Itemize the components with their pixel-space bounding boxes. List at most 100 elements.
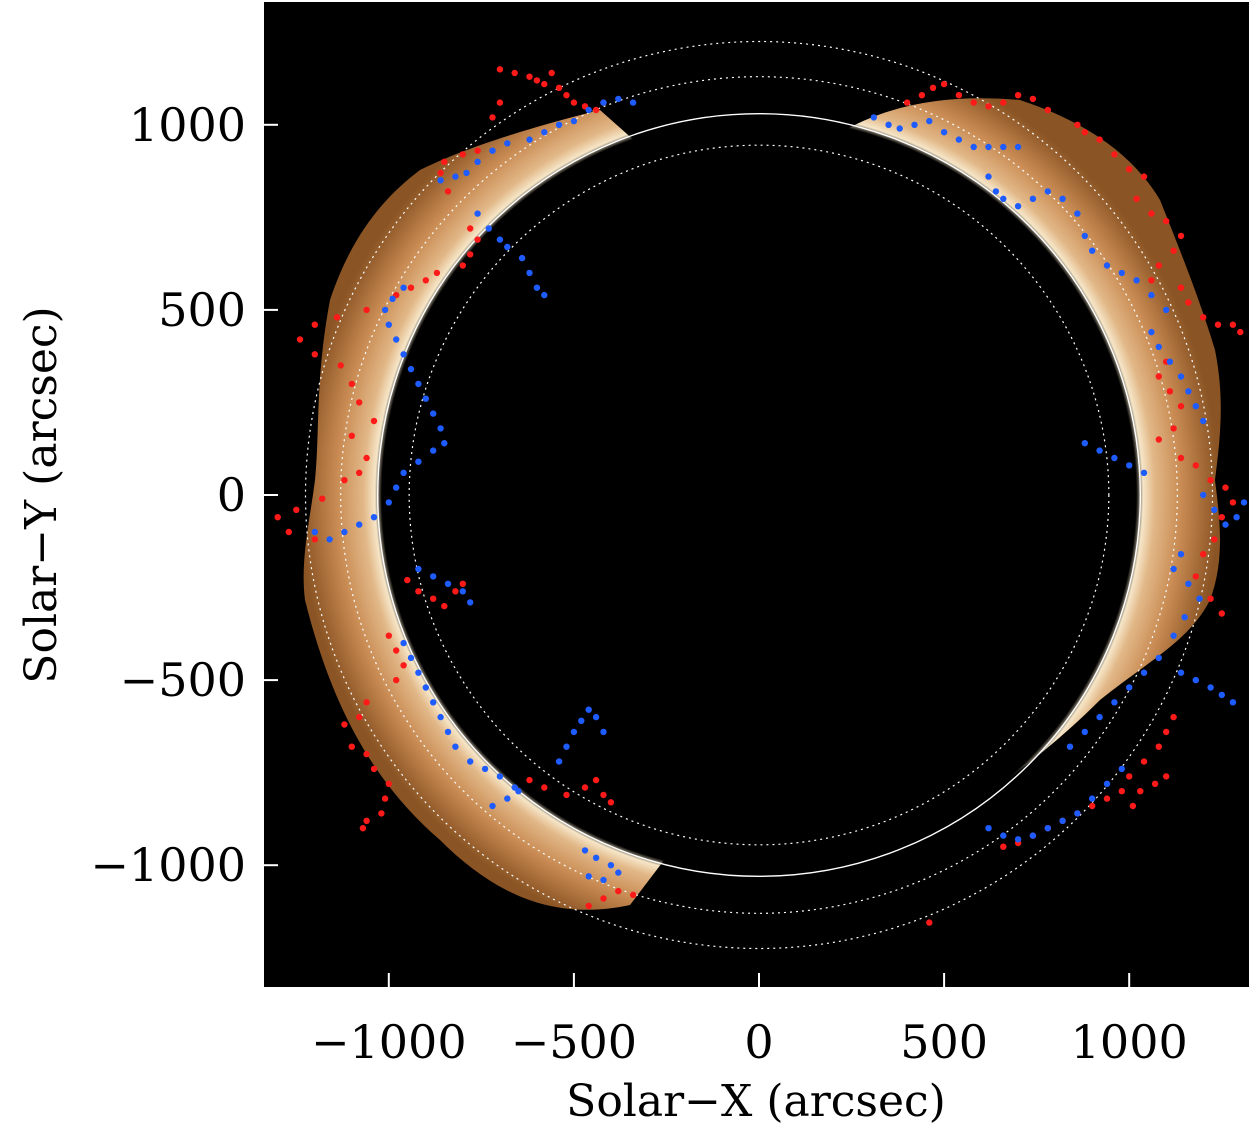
red-point [940, 80, 948, 88]
blue-point [1089, 795, 1096, 802]
y-tick-label: −500 [120, 653, 246, 707]
red-point [1163, 217, 1170, 225]
red-point [311, 321, 318, 328]
blue-point [607, 862, 615, 869]
blue-point [400, 469, 407, 476]
red-point [311, 351, 318, 358]
blue-point [1192, 403, 1200, 410]
blue-point [311, 528, 318, 536]
blue-point [444, 728, 452, 736]
blue-point [1140, 469, 1148, 476]
blue-point [1140, 669, 1148, 676]
red-point [433, 269, 441, 277]
blue-point [518, 254, 526, 262]
red-point [1229, 321, 1237, 328]
blue-point [1029, 195, 1037, 202]
blue-point [504, 795, 511, 802]
red-point [444, 188, 452, 195]
blue-point [326, 536, 333, 543]
blue-point [940, 129, 948, 136]
red-point [311, 536, 318, 543]
blue-point [1066, 743, 1074, 750]
blue-point [400, 284, 407, 291]
blue-point [1207, 684, 1214, 691]
red-point [370, 765, 378, 773]
blue-point [452, 743, 459, 750]
corona-arc-left [303, 110, 668, 910]
x-tick-label: −1000 [311, 1015, 467, 1069]
red-point [363, 454, 370, 462]
red-point [341, 721, 348, 728]
red-point [356, 469, 363, 476]
blue-point [1000, 832, 1007, 839]
red-point [1148, 277, 1155, 284]
red-point [415, 588, 422, 595]
red-point [615, 887, 622, 895]
blue-point [430, 573, 437, 580]
blue-point [1233, 514, 1240, 521]
blue-point [541, 291, 548, 299]
blue-point [441, 440, 448, 447]
blue-point [1103, 780, 1111, 787]
blue-point [526, 269, 533, 277]
blue-point [341, 528, 348, 536]
red-point [407, 284, 415, 291]
red-point [459, 580, 466, 587]
blue-point [407, 365, 415, 373]
blue-point [1148, 291, 1155, 299]
blue-point [437, 713, 444, 721]
red-point [533, 77, 541, 84]
blue-point [1074, 210, 1081, 217]
blue-point [970, 143, 977, 151]
red-point [955, 92, 963, 99]
red-point [474, 147, 481, 154]
blue-point [1148, 328, 1155, 336]
blue-point [430, 447, 437, 454]
red-point [341, 477, 348, 484]
red-point [467, 225, 474, 232]
red-point [1207, 595, 1214, 602]
red-point [1081, 129, 1089, 136]
blue-point [415, 458, 422, 465]
blue-point [600, 99, 607, 106]
red-point [400, 662, 407, 669]
red-point [1200, 551, 1207, 558]
red-point [319, 495, 326, 502]
reference-circle-1 [408, 144, 1110, 846]
red-point [592, 776, 600, 784]
blue-point [570, 117, 578, 125]
blue-point [467, 758, 474, 765]
y-axis-label: Solar−Y (arcsec) [16, 306, 67, 683]
red-point [1170, 247, 1177, 254]
blue-point [1118, 269, 1126, 277]
red-point [1211, 536, 1218, 543]
red-point [1177, 284, 1185, 291]
red-point [1218, 610, 1226, 617]
red-point [393, 676, 400, 684]
red-point [1126, 166, 1133, 173]
red-point [441, 602, 448, 610]
red-point [370, 417, 378, 425]
blue-point [430, 699, 437, 706]
red-point [1229, 499, 1237, 506]
red-point [1111, 151, 1118, 158]
blue-point [600, 728, 607, 736]
blue-point [592, 713, 600, 721]
blue-point [515, 788, 522, 795]
red-point [452, 588, 459, 595]
red-point [1000, 843, 1007, 850]
x-axis-label: Solar−X (arcsec) [566, 1076, 946, 1127]
blue-point [926, 117, 933, 125]
blue-point [955, 136, 963, 143]
blue-point [1240, 499, 1248, 506]
blue-point [496, 236, 504, 243]
blue-point [370, 514, 378, 521]
red-point [1207, 477, 1214, 484]
red-point [926, 919, 933, 926]
red-point [1155, 373, 1163, 380]
x-tick-label: 500 [900, 1015, 988, 1069]
red-point [378, 810, 385, 817]
red-point [1096, 136, 1103, 143]
blue-point [985, 825, 992, 832]
red-point [422, 277, 429, 284]
